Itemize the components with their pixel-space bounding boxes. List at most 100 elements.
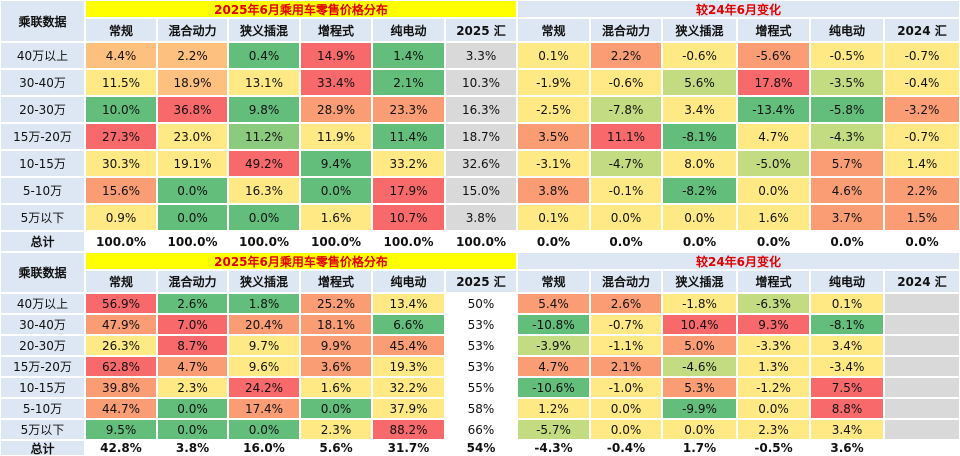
table-cell: 39.8% — [85, 377, 157, 398]
column-header: 混合动力 — [157, 18, 228, 42]
table-cell: 23.3% — [372, 96, 445, 123]
table-cell: -4.7% — [590, 150, 662, 177]
table-cell: 13.4% — [372, 293, 445, 314]
table-cell: 7.5% — [810, 377, 884, 398]
row-label: 5万以下 — [0, 204, 85, 231]
table-cell: 2.2% — [157, 42, 228, 69]
table-cell: 4.6% — [810, 177, 884, 204]
table-cell: 27.3% — [85, 123, 157, 150]
table-cell: 3.6% — [300, 356, 372, 377]
total-cell: 100.0% — [157, 231, 228, 252]
table-cell: 0.0% — [157, 398, 228, 419]
table-cell: 9.4% — [300, 150, 372, 177]
table-cell: 10.7% — [372, 204, 445, 231]
table-cell: 0.0% — [300, 398, 372, 419]
table-cell: -1.2% — [737, 377, 810, 398]
total-cell: 100.0% — [300, 231, 372, 252]
table-cell: 4.7% — [157, 356, 228, 377]
table-cell: 16.3% — [228, 177, 300, 204]
table-cell: 2.1% — [590, 356, 662, 377]
table-cell: 44.7% — [85, 398, 157, 419]
table-cell: 0.0% — [737, 177, 810, 204]
table-cell: 20.4% — [228, 314, 300, 335]
total-cell: -4.3% — [517, 440, 590, 456]
table-cell: -5.7% — [517, 419, 590, 440]
row-label: 10-15万 — [0, 377, 85, 398]
table-cell: 49.2% — [228, 150, 300, 177]
section-title: 较24年6月变化 — [517, 252, 960, 270]
section-title: 较24年6月变化 — [517, 0, 960, 18]
table-cell: 5.4% — [517, 293, 590, 314]
total-cell: -0.4% — [590, 440, 662, 456]
table-cell: 17.8% — [737, 69, 810, 96]
total-cell: 0.0% — [662, 231, 737, 252]
table-cell: 11.5% — [85, 69, 157, 96]
table-cell: 0.0% — [662, 204, 737, 231]
table-cell: 26.3% — [85, 335, 157, 356]
empty-cell — [884, 419, 960, 440]
corner: 乘联数据 — [0, 0, 85, 42]
corner: 乘联数据 — [0, 252, 85, 293]
row-label: 5-10万 — [0, 398, 85, 419]
table-cell: 0.0% — [228, 204, 300, 231]
column-header: 增程式 — [737, 18, 810, 42]
row-label: 20-30万 — [0, 335, 85, 356]
row-label: 5-10万 — [0, 177, 85, 204]
table-cell: -6.3% — [737, 293, 810, 314]
table-cell: 53% — [445, 314, 517, 335]
table-cell: 5.6% — [662, 69, 737, 96]
total-cell: 31.7% — [372, 440, 445, 456]
table-cell: 5.3% — [662, 377, 737, 398]
table-cell: -0.6% — [590, 69, 662, 96]
table-cell: 4.4% — [85, 42, 157, 69]
table-cell: 0.1% — [517, 42, 590, 69]
table-cell: 9.6% — [228, 356, 300, 377]
table-cell: 1.3% — [737, 356, 810, 377]
table-cell: 15.6% — [85, 177, 157, 204]
table-cell: 10.4% — [662, 314, 737, 335]
table-cell: 9.5% — [85, 419, 157, 440]
section-title: 2025年6月乘用车零售价格分布 — [85, 0, 517, 18]
column-header: 常规 — [517, 270, 590, 293]
table-cell: 0.0% — [590, 419, 662, 440]
total-cell: 5.6% — [300, 440, 372, 456]
table-cell: 2.3% — [300, 419, 372, 440]
column-header: 狭义插混 — [228, 18, 300, 42]
table-cell: 1.6% — [300, 204, 372, 231]
table-cell: 10.0% — [85, 96, 157, 123]
table-cell: 0.0% — [590, 204, 662, 231]
table-cell: 3.3% — [445, 42, 517, 69]
table-cell: 0.1% — [810, 293, 884, 314]
table-cell: 6.6% — [372, 314, 445, 335]
row-label: 15万-20万 — [0, 123, 85, 150]
column-header: 混合动力 — [157, 270, 228, 293]
table-cell: 2.2% — [884, 177, 960, 204]
table-cell: -8.1% — [810, 314, 884, 335]
table-cell: 2.2% — [590, 42, 662, 69]
table-cell: -4.6% — [662, 356, 737, 377]
table-cell: 17.9% — [372, 177, 445, 204]
column-header: 纯电动 — [810, 18, 884, 42]
total-cell: 16.0% — [228, 440, 300, 456]
table-cell: -0.6% — [662, 42, 737, 69]
table-cell: -10.6% — [517, 377, 590, 398]
table-cell: 33.2% — [372, 150, 445, 177]
table-cell: -0.7% — [884, 123, 960, 150]
table-cell: 1.5% — [884, 204, 960, 231]
table-cell: 0.0% — [590, 398, 662, 419]
column-header: 增程式 — [737, 270, 810, 293]
table-cell: -1.9% — [517, 69, 590, 96]
row-label: 20-30万 — [0, 96, 85, 123]
table-cell: 10.3% — [445, 69, 517, 96]
table-cell: 56.9% — [85, 293, 157, 314]
total-cell: 100.0% — [85, 231, 157, 252]
total-cell: 54% — [445, 440, 517, 456]
column-header: 纯电动 — [372, 270, 445, 293]
column-header: 增程式 — [300, 270, 372, 293]
table-cell: 19.1% — [157, 150, 228, 177]
table-cell: 18.7% — [445, 123, 517, 150]
table-cell: -5.0% — [737, 150, 810, 177]
table-cell: -8.1% — [662, 123, 737, 150]
table-cell: 55% — [445, 377, 517, 398]
column-header: 狭义插混 — [662, 270, 737, 293]
